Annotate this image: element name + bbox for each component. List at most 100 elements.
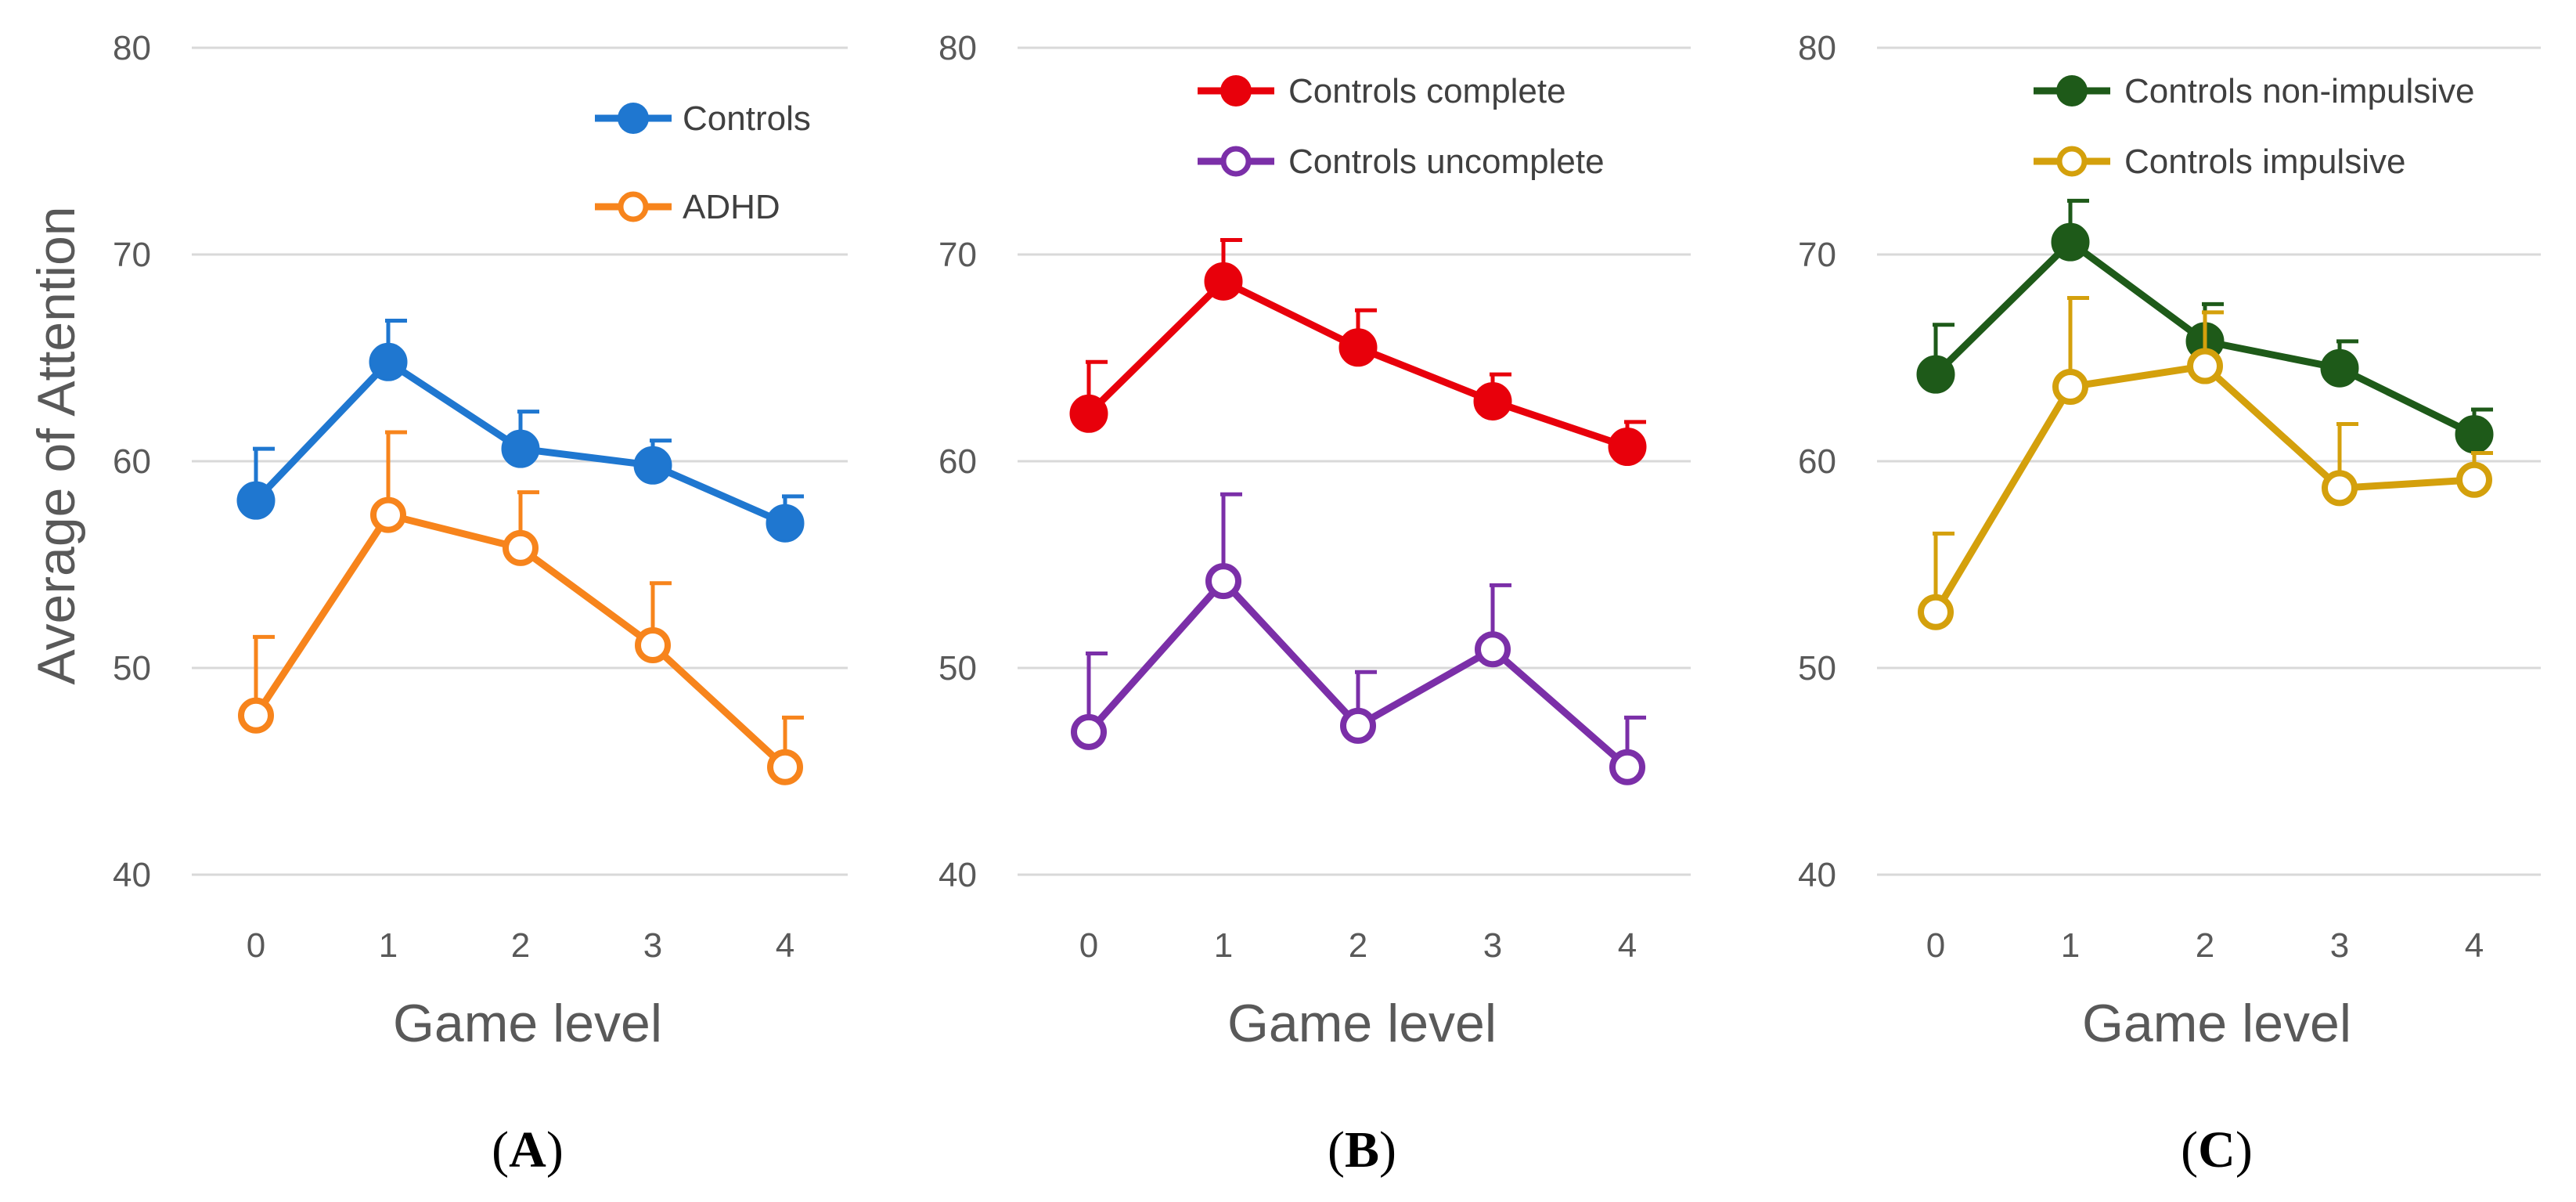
- legend-marker: [1220, 75, 1252, 106]
- data-point: [1473, 381, 1512, 421]
- legend-entry: ADHD: [595, 188, 780, 226]
- legend-label: Controls: [683, 99, 811, 138]
- legend-entry: Controls: [595, 99, 811, 138]
- panel-label-letter: C: [2198, 1121, 2236, 1179]
- data-point: [369, 342, 408, 381]
- x-tick-label: 2: [2196, 926, 2214, 965]
- series-controls-non-impulsive: [1916, 198, 2494, 454]
- x-tick-label: 1: [2061, 926, 2080, 965]
- data-point: [1069, 394, 1108, 433]
- legend: Controls complete Controls uncomplete: [1198, 72, 1605, 181]
- data-point: [635, 626, 671, 663]
- data-point: [1609, 749, 1645, 785]
- x-tick-label: 1: [1214, 926, 1233, 965]
- legend: Controls ADHD: [595, 99, 811, 226]
- x-tick-label: 4: [776, 926, 794, 965]
- y-tick-label: 50: [939, 649, 977, 688]
- x-axis-title: Game level: [1227, 994, 1497, 1053]
- legend-marker: [1220, 146, 1252, 177]
- x-axis-title: Game level: [2082, 994, 2351, 1053]
- series-controls: [236, 318, 805, 543]
- y-tick-label: 40: [113, 856, 151, 894]
- x-tick-label: 1: [379, 926, 398, 965]
- y-tick-label: 60: [1798, 442, 1836, 481]
- data-point: [2187, 348, 2223, 384]
- legend-marker: [2056, 146, 2088, 177]
- data-point: [767, 749, 803, 785]
- data-point: [370, 496, 406, 533]
- data-point: [1071, 713, 1107, 750]
- series-controls-impulsive: [1918, 295, 2493, 630]
- data-point: [1918, 594, 1954, 630]
- y-tick-label: 40: [939, 856, 977, 894]
- data-point: [1916, 355, 1955, 394]
- y-tick-label: 50: [1798, 649, 1836, 688]
- data-point: [2051, 222, 2090, 262]
- x-tick-label: 3: [643, 926, 662, 965]
- panel-label: (A): [492, 1121, 564, 1179]
- y-tick-label: 60: [939, 442, 977, 481]
- y-tick-label: 40: [1798, 856, 1836, 894]
- legend-label: Controls uncomplete: [1288, 143, 1605, 181]
- y-tick-label: 80: [939, 29, 977, 67]
- data-point: [1205, 563, 1241, 600]
- data-point: [2455, 415, 2494, 454]
- panel-label: (B): [1328, 1121, 1396, 1179]
- x-tick-label: 2: [1349, 926, 1367, 965]
- series-controls-complete: [1069, 238, 1647, 467]
- legend-label: Controls non-impulsive: [2124, 72, 2475, 110]
- chart-panel-c: 40 50 60 70 80 0 1 2 3 4 Game level Controls non-im…: [1798, 29, 2541, 1179]
- x-tick-label: 0: [1926, 926, 1945, 965]
- data-point: [501, 429, 540, 468]
- y-tick-label: 70: [939, 236, 977, 274]
- y-axis-title: Average of Attention: [27, 206, 86, 684]
- x-tick-label: 4: [1618, 926, 1637, 965]
- x-tick-label: 0: [247, 926, 265, 965]
- data-point: [238, 697, 274, 734]
- x-tick-label: 4: [2465, 926, 2484, 965]
- panel-label: (C): [2181, 1121, 2253, 1179]
- panel-label-open-paren: (: [2181, 1121, 2198, 1179]
- legend-label: Controls impulsive: [2124, 143, 2405, 181]
- data-point: [503, 529, 539, 566]
- legend-marker: [618, 103, 649, 134]
- legend-entry: Controls complete: [1198, 72, 1566, 110]
- y-tick-label: 80: [1798, 29, 1836, 67]
- legend-marker: [618, 191, 649, 222]
- x-tick-label: 3: [1483, 926, 1502, 965]
- legend-entry: Controls uncomplete: [1198, 143, 1605, 181]
- data-point: [1338, 328, 1378, 367]
- y-tick-label: 70: [1798, 236, 1836, 274]
- chart-panel-b: 40 50 60 70 80 0 1 2 3 4 Game level Controls comple…: [939, 29, 1691, 1179]
- data-point: [2320, 348, 2359, 388]
- legend-marker: [2056, 75, 2088, 106]
- series-controls-uncomplete: [1071, 492, 1646, 785]
- x-tick-label: 0: [1079, 926, 1098, 965]
- y-tick-label: 70: [113, 236, 151, 274]
- panel-label-close-paren: ): [2236, 1121, 2253, 1179]
- x-axis-title: Game level: [393, 994, 662, 1053]
- legend-entry: Controls impulsive: [2034, 143, 2405, 181]
- panel-label-open-paren: (: [492, 1121, 509, 1179]
- y-tick-label: 60: [113, 442, 151, 481]
- data-point: [2322, 470, 2358, 507]
- panel-label-open-paren: (: [1328, 1121, 1345, 1179]
- legend-label: ADHD: [683, 188, 780, 226]
- y-tick-label: 80: [113, 29, 151, 67]
- panel-label-letter: A: [509, 1121, 546, 1179]
- data-point: [633, 446, 672, 485]
- data-point: [2456, 461, 2492, 498]
- data-point: [2052, 368, 2088, 405]
- x-tick-label: 3: [2330, 926, 2349, 965]
- data-point: [1475, 631, 1511, 668]
- data-point: [1608, 428, 1647, 467]
- x-tick-label: 2: [511, 926, 530, 965]
- panel-label-letter: B: [1345, 1121, 1379, 1179]
- panel-label-close-paren: ): [1379, 1121, 1396, 1179]
- data-point: [766, 504, 805, 543]
- series-adhd: [238, 430, 804, 785]
- legend-label: Controls complete: [1288, 72, 1566, 110]
- panel-label-close-paren: ): [546, 1121, 564, 1179]
- y-tick-label: 50: [113, 649, 151, 688]
